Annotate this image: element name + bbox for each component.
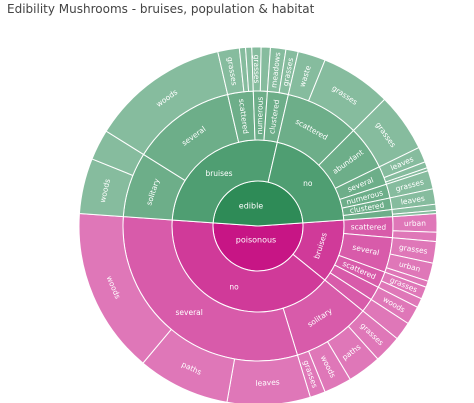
chart-title: Edibility Mushrooms - bruises, populatio… — [7, 2, 315, 16]
label-population-several: several — [176, 308, 203, 317]
label-habitat-grasses: grasses — [398, 243, 428, 256]
label-habitat-grasses: grasses — [252, 55, 261, 84]
sector-habitat-unlabeled[interactable] — [391, 209, 438, 218]
label-bruises-no: no — [303, 179, 313, 188]
label-edibility-poisonous: poisonous — [236, 236, 276, 245]
label-bruises-bruises: bruises — [205, 169, 232, 178]
label-edibility-edible: edible — [239, 202, 264, 211]
label-habitat-urban: urban — [404, 219, 426, 228]
label-population-numerous: numerous — [255, 97, 265, 135]
label-population-scattered: scattered — [351, 222, 387, 231]
label-habitat-leaves: leaves — [255, 377, 280, 387]
label-habitat-meadows: meadows — [269, 52, 282, 89]
label-habitat-leaves: leaves — [400, 194, 425, 207]
label-bruises-no: no — [229, 282, 239, 291]
